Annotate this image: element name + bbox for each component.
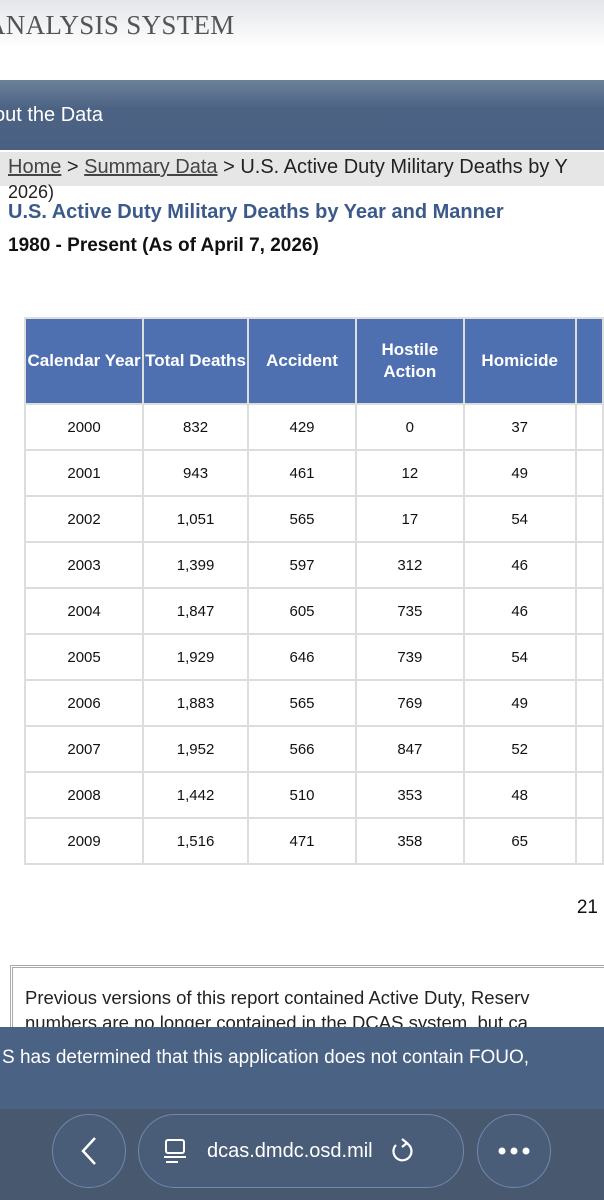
column-header: Homicide <box>462 317 577 405</box>
table-row: 2000 832 429 0 37 <box>23 403 604 451</box>
breadcrumb-current: U.S. Active Duty Military Deaths by Y <box>240 156 568 178</box>
breadcrumb: Home > Summary Data > U.S. Active Duty M… <box>0 152 604 186</box>
table-cell: 510 <box>246 771 358 819</box>
table-cell: 312 <box>355 541 465 589</box>
table-cell: 52 <box>462 725 577 773</box>
more-button[interactable] <box>477 1114 551 1188</box>
table-cell: 358 <box>355 817 465 865</box>
pagination-text[interactable]: 21 <box>576 897 598 918</box>
table-cell: 847 <box>355 725 465 773</box>
table-cell-cut <box>574 449 604 497</box>
table-row: 2005 1,929 646 739 54 <box>23 633 604 681</box>
page-title: U.S. Active Duty Military Deaths by Year… <box>8 201 504 223</box>
table-cell: 1,051 <box>142 495 249 543</box>
table-cell: 17 <box>355 495 465 543</box>
table-cell: 943 <box>142 449 249 497</box>
table-cell: 2002 <box>23 495 145 543</box>
table-cell: 2001 <box>23 449 145 497</box>
table-cell: 739 <box>355 633 465 681</box>
table-cell: 769 <box>355 679 465 727</box>
table-row: 2004 1,847 605 735 46 <box>23 587 604 635</box>
table-cell: 2009 <box>23 817 145 865</box>
reload-icon[interactable] <box>389 1137 415 1165</box>
laptop-icon <box>164 1139 186 1163</box>
table-cell-cut <box>574 817 604 865</box>
url-text: dcas.dmdc.osd.mil <box>207 1139 373 1162</box>
column-header: Calendar Year <box>23 317 145 405</box>
column-header: Accident <box>246 317 358 405</box>
table-cell: 646 <box>246 633 358 681</box>
table-row: 2001 943 461 12 49 <box>23 449 604 497</box>
table-cell: 429 <box>246 403 358 451</box>
table-cell-cut <box>574 495 604 543</box>
table-cell: 54 <box>462 633 577 681</box>
breadcrumb-summary-data[interactable]: Summary Data <box>84 156 218 178</box>
table-cell-cut <box>574 403 604 451</box>
note-line: Previous versions of this report contain… <box>25 987 530 1008</box>
site-header: ANALYSIS SYSTEM <box>0 0 604 80</box>
disclaimer-banner: S has determined that this application d… <box>0 1027 604 1111</box>
table-row: 2007 1,952 566 847 52 <box>23 725 604 773</box>
table-cell: 597 <box>246 541 358 589</box>
table-cell-cut <box>574 725 604 773</box>
chevron-left-icon <box>81 1137 96 1165</box>
table-cell: 37 <box>462 403 577 451</box>
table-cell: 0 <box>355 403 465 451</box>
table-cell: 565 <box>246 679 358 727</box>
table-cell: 48 <box>462 771 577 819</box>
table-cell: 2007 <box>23 725 145 773</box>
table-row: 2002 1,051 565 17 54 <box>23 495 604 543</box>
back-button[interactable] <box>52 1114 126 1188</box>
table-cell: 12 <box>355 449 465 497</box>
table-cell: 2008 <box>23 771 145 819</box>
table-row: 2006 1,883 565 769 49 <box>23 679 604 727</box>
table-cell: 46 <box>462 541 577 589</box>
table-cell: 1,883 <box>142 679 249 727</box>
table-row: 2003 1,399 597 312 46 <box>23 541 604 589</box>
table-cell: 353 <box>355 771 465 819</box>
nav-item-about-data[interactable]: out the Data <box>0 104 103 126</box>
table-cell: 65 <box>462 817 577 865</box>
table-cell: 1,929 <box>142 633 249 681</box>
nav-bar: out the Data <box>0 80 604 150</box>
deaths-table: Calendar Year Total Deaths Accident Hostile… <box>23 317 604 865</box>
table-cell: 1,399 <box>142 541 249 589</box>
table-cell: 565 <box>246 495 358 543</box>
table-cell: 471 <box>246 817 358 865</box>
page-subtitle: 1980 - Present (As of April 7, 2026) <box>8 235 319 256</box>
site-title: ANALYSIS SYSTEM <box>0 10 235 40</box>
table-cell: 1,952 <box>142 725 249 773</box>
table-cell: 605 <box>246 587 358 635</box>
table-cell: 2003 <box>23 541 145 589</box>
table-cell-cut <box>574 771 604 819</box>
column-header-cut <box>574 317 604 405</box>
table-cell: 54 <box>462 495 577 543</box>
table-cell: 2005 <box>23 633 145 681</box>
table-cell: 2004 <box>23 587 145 635</box>
table-cell: 566 <box>246 725 358 773</box>
table-cell: 46 <box>462 587 577 635</box>
table-row: 2009 1,516 471 358 65 <box>23 817 604 865</box>
table-cell: 735 <box>355 587 465 635</box>
column-header: Total Deaths <box>142 317 249 405</box>
table-cell-cut <box>574 679 604 727</box>
table-cell: 461 <box>246 449 358 497</box>
table-cell-cut <box>574 633 604 681</box>
table-cell: 49 <box>462 449 577 497</box>
breadcrumb-home[interactable]: Home <box>8 156 62 178</box>
table-cell: 1,442 <box>142 771 249 819</box>
table-cell: 49 <box>462 679 577 727</box>
table-cell: 2000 <box>23 403 145 451</box>
table-cell: 2006 <box>23 679 145 727</box>
table-cell-cut <box>574 541 604 589</box>
column-header: Hostile Action <box>355 317 465 405</box>
table-cell: 832 <box>142 403 249 451</box>
table-cell-cut <box>574 587 604 635</box>
breadcrumb-wrap: 2026) <box>8 182 55 202</box>
table-cell: 1,847 <box>142 587 249 635</box>
url-bar[interactable]: dcas.dmdc.osd.mil <box>138 1114 464 1188</box>
ellipsis-icon <box>498 1147 530 1155</box>
table-row: 2008 1,442 510 353 48 <box>23 771 604 819</box>
table-cell: 1,516 <box>142 817 249 865</box>
